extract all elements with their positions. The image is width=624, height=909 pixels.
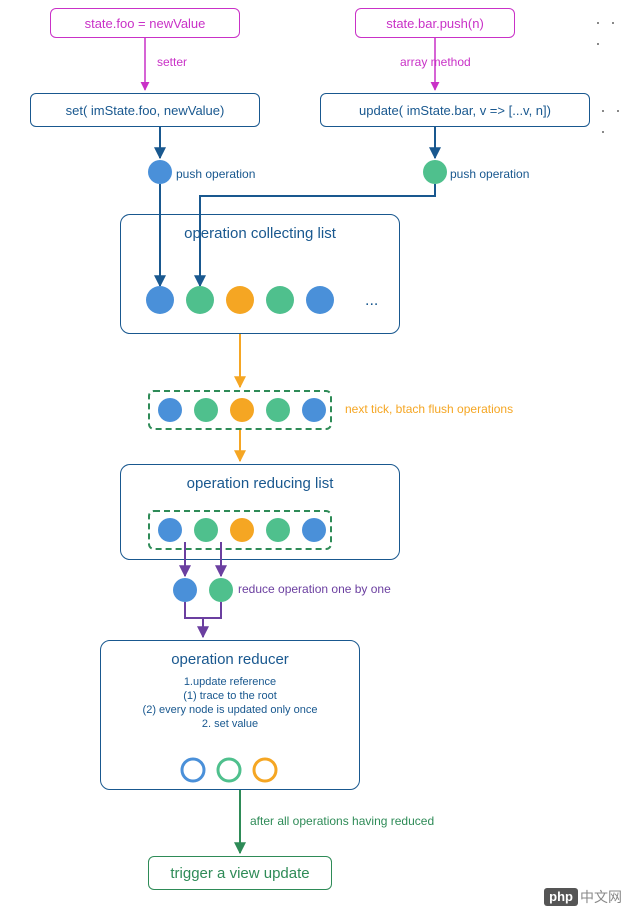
push-right-label: push operation [450,167,529,181]
watermark-php: php [544,888,578,906]
reducing-title: operation reducing list [121,475,399,492]
reducer-line-0: 1.update reference [101,676,359,688]
state-bar-text: state.bar.push(n) [386,16,484,31]
state-foo-box: state.foo = newValue [50,8,240,38]
array-method-label: array method [400,55,471,69]
collecting-box: operation collecting list [120,214,400,334]
top-ellipsis: · · · [595,12,624,54]
state-bar-box: state.bar.push(n) [355,8,515,38]
update-box: update( imState.bar, v => [...v, n]) [320,93,590,127]
reducer-line-1: (1) trace to the root [101,690,359,702]
next-tick-label: next tick, btach flush operations [345,402,513,416]
reducing-dash [148,510,332,550]
after-all-label: after all operations having reduced [250,814,434,828]
reducer-line-2: (2) every node is updated only once [101,704,359,716]
watermark-cn: 中文网 [580,887,622,907]
watermark: php 中文网 [544,887,622,907]
mid-ellipsis: · · · [600,100,624,142]
collecting-ellipsis: ... [365,292,378,310]
reducer-title: operation reducer [101,651,359,668]
reducer-box: operation reducer 1.update reference (1)… [100,640,360,790]
set-box: set( imState.foo, newValue) [30,93,260,127]
push-left-label: push operation [176,167,255,181]
set-box-text: set( imState.foo, newValue) [66,103,225,118]
trigger-box: trigger a view update [148,856,332,890]
batch-box [148,390,332,430]
state-foo-text: state.foo = newValue [85,16,206,31]
collecting-title: operation collecting list [121,225,399,242]
setter-label: setter [157,55,187,69]
reducer-line-3: 2. set value [101,718,359,730]
reduce-one-label: reduce operation one by one [238,582,391,596]
trigger-text: trigger a view update [170,865,309,882]
update-box-text: update( imState.bar, v => [...v, n]) [359,103,551,118]
